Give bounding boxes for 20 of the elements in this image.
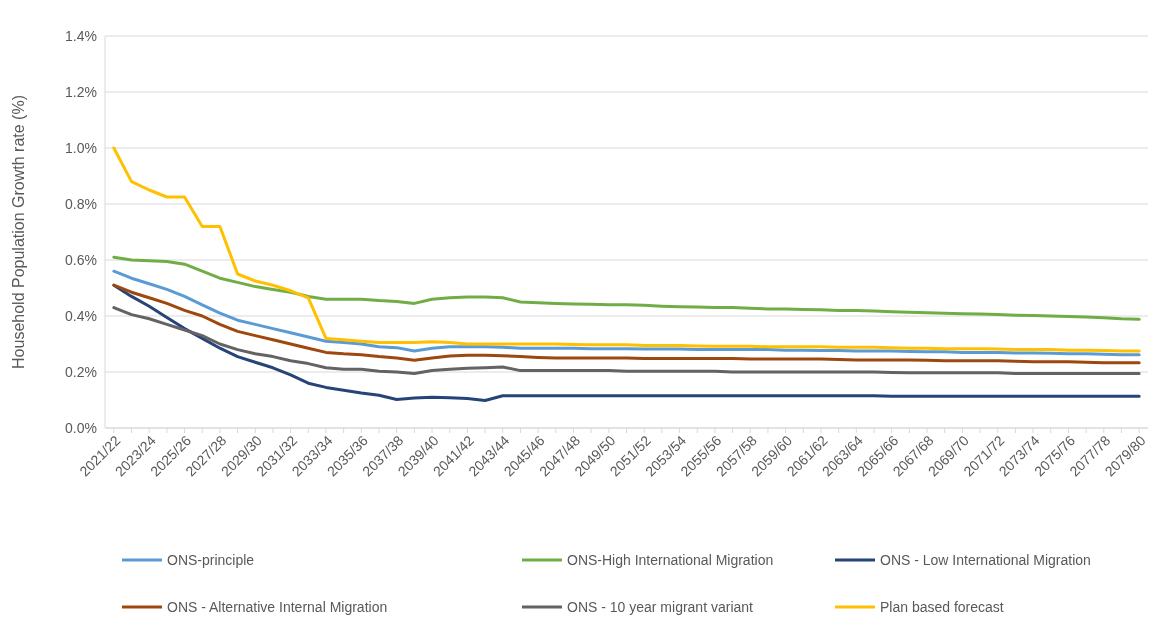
y-tick-label: 1.4% bbox=[65, 27, 97, 44]
legend-label: Plan based forecast bbox=[880, 598, 1004, 615]
line-series bbox=[112, 146, 1141, 353]
y-axis-title: Household Population Growth rate (%) bbox=[10, 95, 27, 369]
y-tick-label: 1.0% bbox=[65, 139, 97, 156]
legend-label: ONS - Low International Migration bbox=[880, 551, 1091, 568]
legend-label: ONS-principle bbox=[167, 551, 255, 568]
legend-label: ONS - 10 year migrant variant bbox=[567, 598, 754, 615]
legend-label: ONS - Alternative Internal Migration bbox=[167, 598, 388, 615]
y-tick-label: 0.4% bbox=[65, 307, 97, 324]
legend-label: ONS-High International Migration bbox=[567, 551, 774, 568]
y-tick-label: 1.2% bbox=[65, 83, 97, 100]
y-tick-label: 0.6% bbox=[65, 251, 97, 268]
line-series bbox=[112, 255, 1141, 321]
y-tick-label: 0.8% bbox=[65, 195, 97, 212]
line-series bbox=[112, 283, 1141, 365]
line-series bbox=[112, 306, 1141, 375]
y-tick-label: 0.0% bbox=[65, 419, 97, 436]
y-tick-label: 0.2% bbox=[65, 363, 97, 380]
line-series bbox=[112, 269, 1141, 357]
